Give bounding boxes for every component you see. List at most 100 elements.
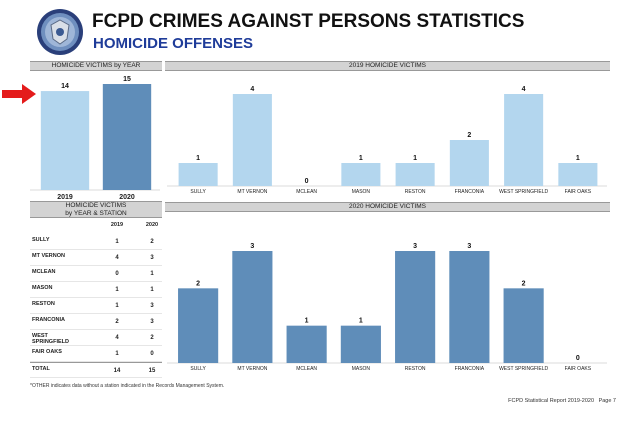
tick-label-mt-vernon: MT VERNON bbox=[237, 366, 267, 372]
bar-west-springfield bbox=[503, 288, 544, 363]
table-station-name: SULLY bbox=[32, 237, 50, 243]
tick-label-mason: MASON bbox=[352, 366, 371, 372]
tick-label-2019: 2019 bbox=[57, 194, 73, 201]
footer-page: Page 7 bbox=[598, 398, 616, 404]
table-value-2020: 2 bbox=[150, 239, 154, 245]
table-station-name: WEST SPRINGFIELD bbox=[32, 333, 69, 346]
table-value-2020: 0 bbox=[150, 351, 154, 357]
chart-2020: 2 SULLY 3 MT VERNON 1 MCLEAN 1 MASON 3 RESTON 3 FRA… bbox=[167, 243, 607, 372]
table-header-2020: 2020 bbox=[145, 222, 159, 228]
table-value-2020: 1 bbox=[150, 271, 154, 277]
table-value-2020: 2 bbox=[150, 335, 154, 341]
panel-header-station-line2: by YEAR & STATION bbox=[65, 209, 127, 217]
tick-label-fair-oaks: FAIR OAKS bbox=[565, 189, 592, 195]
data-label-reston: 1 bbox=[413, 155, 417, 162]
tick-label-mason: MASON bbox=[352, 189, 371, 195]
tick-label-reston: RESTON bbox=[405, 189, 426, 195]
table-value-2019: 1 bbox=[115, 303, 119, 309]
panel-header-2019: 2019 HOMICIDE VICTIMS bbox=[165, 61, 610, 71]
table-row: FAIR OAKS 1 0 bbox=[30, 346, 162, 362]
arrow-right-icon bbox=[2, 84, 36, 104]
bar-franconia bbox=[449, 140, 489, 186]
table-station-name: TOTAL bbox=[32, 366, 50, 372]
tick-label-franconia: FRANCONIA bbox=[455, 189, 485, 195]
table-row: MASON 1 1 bbox=[30, 282, 162, 298]
table-value-2019: 1 bbox=[115, 351, 119, 357]
bar-2019 bbox=[40, 91, 90, 190]
table-station-name: MASON bbox=[32, 285, 53, 291]
table-station-name: FAIR OAKS bbox=[32, 349, 62, 355]
table-row: RESTON 1 3 bbox=[30, 298, 162, 314]
table-value-2019: 1 bbox=[115, 239, 119, 245]
page-footer: FCPD Statistical Report 2019-2020 Page 7 bbox=[505, 398, 616, 404]
table-header-2019: 2019 bbox=[110, 222, 124, 228]
panel-header-2020: 2020 HOMICIDE VICTIMS bbox=[165, 202, 610, 212]
bar-mclean bbox=[286, 325, 327, 363]
bar-sully bbox=[178, 163, 218, 186]
tick-label-mclean: MCLEAN bbox=[296, 366, 317, 372]
table-row: WEST SPRINGFIELD 4 2 bbox=[30, 330, 162, 346]
bar-mt-vernon bbox=[232, 251, 273, 363]
tick-label-mclean: MCLEAN bbox=[296, 189, 317, 195]
table-total-row: TOTAL 14 15 bbox=[30, 362, 162, 378]
tick-label-franconia: FRANCONIA bbox=[455, 366, 485, 372]
footer-report: FCPD Statistical Report 2019-2020 bbox=[508, 398, 595, 404]
table-row: MT VERNON 4 3 bbox=[30, 250, 162, 266]
bar-mt-vernon bbox=[232, 94, 272, 186]
panel-header-station-line1: HOMICIDE VICTIMS bbox=[65, 201, 127, 209]
table-value-2019: 4 bbox=[115, 335, 119, 341]
data-label-2020: 15 bbox=[123, 76, 131, 83]
bar-mason bbox=[341, 163, 381, 186]
tick-label-west-springfield: WEST SPRINGFIELD bbox=[499, 189, 548, 195]
chart-2019: 1 SULLY 4 MT VERNON 0 MCLEAN 1 MASON 1 RESTON 2 FRA… bbox=[167, 86, 607, 195]
bar-sully bbox=[178, 288, 219, 363]
table-row: FRANCONIA 2 3 bbox=[30, 314, 162, 330]
page-subtitle: HOMICIDE OFFENSES bbox=[93, 35, 254, 52]
table-value-2019: 14 bbox=[113, 368, 121, 374]
tick-label-fair-oaks: FAIR OAKS bbox=[565, 366, 592, 372]
data-label-2019: 14 bbox=[61, 83, 69, 90]
table-value-2020: 3 bbox=[150, 303, 154, 309]
table-value-2019: 0 bbox=[115, 271, 119, 277]
table-station-name: MCLEAN bbox=[32, 269, 56, 275]
bar-fair-oaks bbox=[558, 163, 598, 186]
table-value-2020: 3 bbox=[150, 255, 154, 261]
tick-label-sully: SULLY bbox=[190, 366, 206, 372]
table-value-2019: 1 bbox=[115, 287, 119, 293]
data-label-sully: 1 bbox=[196, 155, 200, 162]
page-title: FCPD CRIMES AGAINST PERSONS STATISTICS bbox=[92, 11, 525, 32]
table-value-2020: 1 bbox=[150, 287, 154, 293]
panel-header-by-year: HOMICIDE VICTIMS by YEAR bbox=[30, 61, 162, 71]
table-station-name: RESTON bbox=[32, 301, 55, 307]
data-label-mt-vernon: 3 bbox=[250, 243, 254, 250]
table-row: SULLY 1 2 bbox=[30, 234, 162, 250]
bar-reston bbox=[395, 251, 436, 363]
bar-mason bbox=[340, 325, 381, 363]
data-label-franconia: 3 bbox=[467, 243, 471, 250]
bar-franconia bbox=[449, 251, 490, 363]
data-label-fair-oaks: 1 bbox=[576, 155, 580, 162]
data-label-mason: 1 bbox=[359, 318, 363, 325]
data-label-sully: 2 bbox=[196, 280, 200, 287]
data-label-mclean: 0 bbox=[305, 178, 309, 185]
bar-2020 bbox=[102, 84, 152, 190]
data-label-mason: 1 bbox=[359, 155, 363, 162]
table-station-name: FRANCONIA bbox=[32, 317, 65, 323]
police-badge-icon bbox=[37, 9, 83, 55]
bar-west-springfield bbox=[504, 94, 544, 186]
data-label-west-springfield: 2 bbox=[522, 280, 526, 287]
table-value-2019: 4 bbox=[115, 255, 119, 261]
table-value-2019: 2 bbox=[115, 319, 119, 325]
tick-label-west-springfield: WEST SPRINGFIELD bbox=[499, 366, 548, 372]
chart-by-year: 14 2019 15 2020 bbox=[30, 76, 160, 201]
footnote: *OTHER indicates data without a station … bbox=[30, 383, 225, 389]
data-label-reston: 3 bbox=[413, 243, 417, 250]
bar-reston bbox=[395, 163, 435, 186]
table-value-2020: 15 bbox=[148, 368, 156, 374]
panel-header-station: HOMICIDE VICTIMS by YEAR & STATION bbox=[30, 201, 162, 218]
data-label-west-springfield: 4 bbox=[522, 86, 526, 93]
data-label-mclean: 1 bbox=[305, 318, 309, 325]
table-value-2020: 3 bbox=[150, 319, 154, 325]
data-label-fair-oaks: 0 bbox=[576, 355, 580, 362]
table-row: MCLEAN 0 1 bbox=[30, 266, 162, 282]
